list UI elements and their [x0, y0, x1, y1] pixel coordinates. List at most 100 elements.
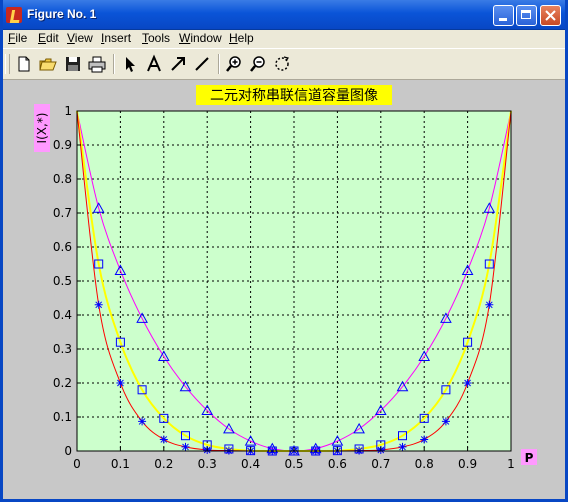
y-axis-label-group: I(X,*) — [34, 104, 50, 152]
star-marker — [463, 379, 472, 387]
x-tick-label: 0.6 — [328, 457, 347, 471]
triangle-marker — [440, 312, 452, 323]
y-tick-labels: 0 0.1 0.2 0.3 0.4 0.5 0.6 0.7 0.8 0.9 1 — [53, 104, 72, 458]
maximize-button[interactable] — [516, 5, 537, 26]
menu-bar: File Edit View Insert Tools Window Help — [0, 30, 568, 48]
print-icon[interactable] — [87, 54, 107, 74]
minimize-icon — [499, 18, 507, 21]
triangle-marker — [331, 435, 344, 446]
square-marker — [115, 337, 125, 347]
star-marker — [420, 435, 429, 444]
star-marker — [398, 442, 407, 451]
triangle-marker — [223, 422, 235, 434]
square-marker — [463, 337, 473, 347]
square-marker — [441, 385, 451, 395]
triangle-marker — [374, 404, 387, 416]
ticks — [76, 110, 512, 452]
star-marker — [441, 417, 450, 426]
toolbar-separator — [218, 54, 220, 74]
menu-help[interactable]: Help — [229, 31, 254, 45]
x-tick-label: 0.5 — [284, 457, 303, 471]
chart: 0 0.1 0.2 0.3 0.4 0.5 0.6 0.7 0.8 0.9 1 0 0.1 0.2 0.3… — [34, 85, 537, 471]
x-tick-label: 0.8 — [415, 457, 434, 471]
menu-insert[interactable]: Insert — [101, 31, 132, 45]
triangle-marker — [418, 350, 431, 361]
chart-title-bg — [196, 85, 392, 105]
square-marker — [159, 413, 169, 423]
x-tick-label: 0 — [73, 457, 81, 471]
y-tick-label: 0 — [64, 444, 72, 458]
save-icon[interactable] — [63, 54, 83, 74]
y-tick-label: 0.1 — [53, 410, 72, 424]
figure-canvas: 0 0.1 0.2 0.3 0.4 0.5 0.6 0.7 0.8 0.9 1 0 0.1 0.2 0.3… — [0, 80, 568, 502]
menu-file[interactable]: File — [8, 31, 28, 45]
x-axis-label: P — [525, 451, 534, 465]
rotate-icon[interactable] — [272, 54, 292, 74]
square-marker — [419, 413, 429, 423]
star-marker — [94, 300, 103, 309]
minimize-button[interactable] — [493, 5, 514, 26]
triangle-marker — [353, 422, 365, 434]
y-tick-label: 0.5 — [53, 274, 72, 288]
y-tick-label: 1 — [64, 104, 72, 118]
x-tick-label: 0.3 — [198, 457, 217, 471]
triangle-marker — [461, 264, 474, 275]
window-title: Figure No. 1 — [27, 7, 97, 21]
title-bar: Figure No. 1 — [0, 0, 568, 30]
grid — [77, 111, 511, 451]
zoom-out-icon[interactable] — [248, 54, 268, 74]
y-tick-label: 0.3 — [53, 342, 72, 356]
y-tick-label: 0.4 — [53, 308, 72, 322]
square-marker — [181, 431, 190, 441]
star-marker — [138, 417, 147, 426]
y-tick-label: 0.6 — [53, 240, 72, 254]
x-tick-label: 0.1 — [111, 457, 130, 471]
chart-title: 二元对称串联信道容量图像 — [210, 87, 378, 104]
triangle-marker — [114, 264, 127, 275]
text-icon[interactable] — [144, 54, 164, 74]
x-tick-label: 0.2 — [154, 457, 173, 471]
y-axis-label-bg — [34, 104, 50, 152]
zoom-in-icon[interactable] — [224, 54, 244, 74]
x-tick-label: 0.9 — [458, 457, 477, 471]
toolbar — [0, 48, 568, 80]
y-axis-label: I(X,*) — [35, 113, 49, 144]
menu-view[interactable]: View — [67, 31, 93, 45]
menu-edit[interactable]: Edit — [38, 31, 59, 45]
new-file-icon[interactable] — [14, 54, 34, 74]
close-button[interactable] — [540, 5, 561, 26]
open-folder-icon[interactable] — [38, 54, 58, 74]
close-icon — [545, 10, 556, 21]
x-tick-labels: 0 0.1 0.2 0.3 0.4 0.5 0.6 0.7 0.8 0.9 1 — [73, 457, 515, 471]
triangle-marker — [179, 380, 192, 392]
toolbar-grip[interactable] — [5, 54, 10, 74]
arrow-icon[interactable] — [168, 54, 188, 74]
triangle-marker — [201, 404, 214, 416]
triangle-marker — [157, 350, 170, 361]
line-icon[interactable] — [192, 54, 212, 74]
square-marker — [398, 431, 407, 441]
y-tick-label: 0.8 — [53, 172, 72, 186]
triangle-marker — [136, 312, 148, 323]
star-marker — [116, 379, 125, 387]
arrow-select-icon[interactable] — [120, 54, 140, 74]
star-marker — [485, 300, 494, 309]
triangle-marker — [396, 380, 409, 392]
triangle-marker — [92, 202, 105, 213]
maximize-icon — [521, 10, 531, 19]
y-tick-label: 0.2 — [53, 376, 72, 390]
square-marker — [94, 259, 104, 269]
square-marker — [137, 385, 147, 395]
y-tick-label: 0.9 — [53, 138, 72, 152]
triangle-marker — [244, 435, 257, 446]
x-tick-label: 1 — [507, 457, 515, 471]
menu-tools[interactable]: Tools — [142, 31, 171, 45]
x-axis-label-bg — [521, 449, 537, 465]
matlab-app-icon — [6, 7, 22, 23]
x-tick-label: 0.7 — [371, 457, 390, 471]
x-tick-label: 0.4 — [241, 457, 260, 471]
star-marker — [181, 442, 190, 451]
menu-window[interactable]: Window — [179, 31, 222, 45]
star-marker — [159, 435, 168, 444]
square-marker — [484, 259, 494, 269]
